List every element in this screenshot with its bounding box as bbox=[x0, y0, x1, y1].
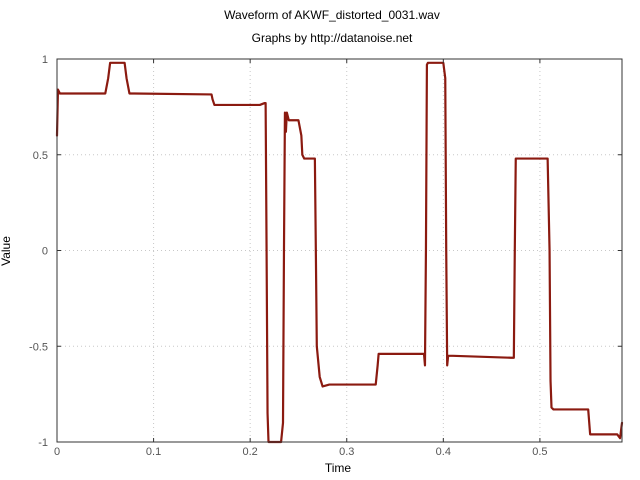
ticks: 0 0.1 0.2 0.3 0.4 0.5 1 0.5 0 -0.5 -1 bbox=[29, 54, 622, 458]
y-tick-label: -1 bbox=[38, 437, 48, 449]
chart-subtitle: Graphs by http://datanoise.net bbox=[252, 31, 413, 45]
y-axis-label: Value bbox=[0, 236, 13, 266]
y-tick-label: 1 bbox=[42, 54, 48, 66]
chart-title: Waveform of AKWF_distorted_0031.wav bbox=[224, 8, 440, 22]
x-tick-label: 0.4 bbox=[436, 446, 451, 458]
y-tick-label: -0.5 bbox=[29, 341, 48, 353]
x-tick-label: 0.1 bbox=[146, 446, 161, 458]
y-tick-label: 0 bbox=[42, 246, 48, 258]
x-tick-label: 0.5 bbox=[532, 446, 547, 458]
y-tick-label: 0.5 bbox=[33, 150, 48, 162]
x-tick-label: 0 bbox=[54, 446, 60, 458]
x-tick-label: 0.2 bbox=[243, 446, 258, 458]
x-axis-label: Time bbox=[325, 461, 352, 475]
x-tick-label: 0.3 bbox=[339, 446, 354, 458]
waveform-line bbox=[55, 61, 624, 444]
series-group bbox=[55, 61, 624, 444]
